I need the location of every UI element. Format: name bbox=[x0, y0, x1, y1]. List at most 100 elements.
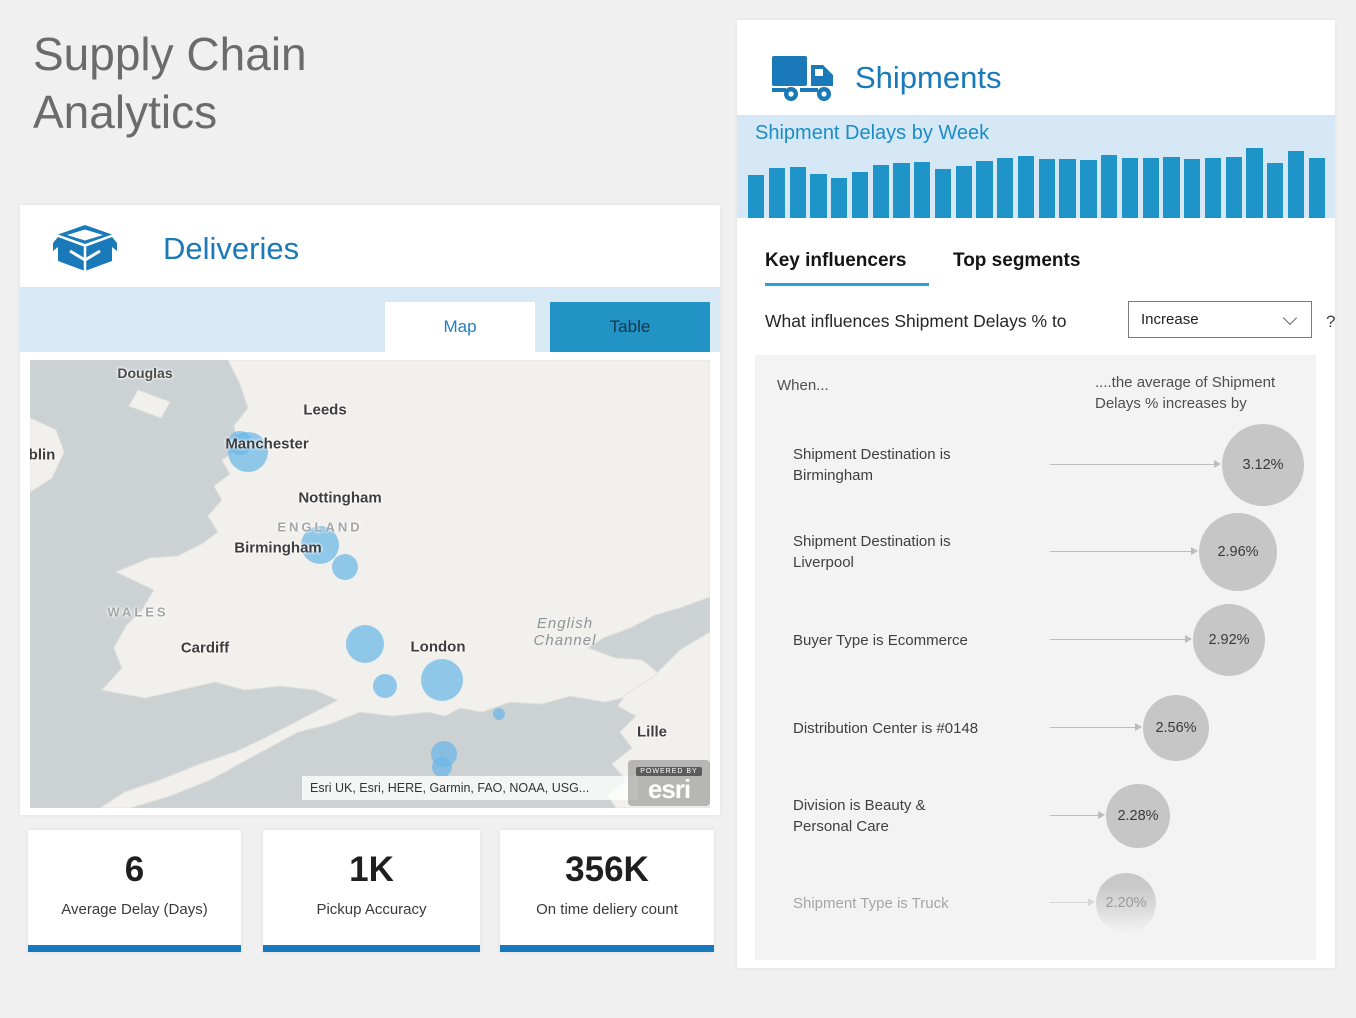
delay-bar[interactable] bbox=[1017, 156, 1035, 218]
delay-bar[interactable] bbox=[914, 162, 931, 218]
page-title: Supply Chain Analytics bbox=[33, 28, 307, 138]
tab-underline bbox=[765, 283, 929, 286]
delay-bar[interactable] bbox=[1308, 158, 1325, 218]
influencer-label: Distribution Center is #0148 bbox=[793, 719, 979, 737]
shipments-card: Shipments Shipment Delays by Week Key in… bbox=[737, 20, 1335, 968]
map-label: blin bbox=[30, 446, 56, 464]
map-bubble[interactable] bbox=[332, 554, 358, 580]
delay-bar[interactable] bbox=[1184, 159, 1201, 218]
help-icon[interactable]: ? bbox=[1326, 312, 1336, 331]
open-box-icon bbox=[53, 225, 117, 286]
influencer-row[interactable]: Shipment Type is Truck 2.20% bbox=[755, 860, 1316, 946]
delay-bar[interactable] bbox=[976, 161, 993, 218]
delay-bar[interactable] bbox=[997, 158, 1014, 218]
delay-bar[interactable] bbox=[1121, 158, 1139, 218]
delay-bar[interactable] bbox=[1225, 157, 1242, 218]
tab-key-influencers[interactable]: Key influencers bbox=[765, 250, 907, 271]
map-button[interactable]: Map bbox=[385, 302, 535, 352]
influencer-row[interactable]: Buyer Type is Ecommerce 2.92% bbox=[755, 597, 1316, 683]
delay-bar[interactable] bbox=[831, 178, 848, 218]
view-toggle: Map Table bbox=[20, 287, 720, 352]
kpi-value: 1K bbox=[349, 850, 394, 889]
kpi-average-delay: 6 Average Delay (Days) bbox=[28, 830, 241, 952]
map-bubble[interactable] bbox=[301, 526, 339, 564]
map-bubble[interactable] bbox=[346, 625, 384, 663]
delay-bar[interactable] bbox=[1267, 163, 1284, 218]
map-bubble[interactable] bbox=[373, 674, 397, 698]
delay-bar[interactable] bbox=[748, 175, 765, 218]
delay-bar[interactable] bbox=[1287, 151, 1305, 218]
influencer-label: Buyer Type is Ecommerce bbox=[793, 631, 968, 649]
influencer-circle[interactable]: 2.96% bbox=[1199, 513, 1277, 591]
kpi-accent-bar bbox=[500, 945, 714, 952]
map-label: London bbox=[410, 638, 466, 656]
delay-bar[interactable] bbox=[1163, 157, 1180, 218]
esri-attribution[interactable]: Esri UK, Esri, HERE, Garmin, FAO, NOAA, … bbox=[302, 776, 638, 800]
delay-bar[interactable] bbox=[1246, 148, 1263, 218]
delay-bar[interactable] bbox=[768, 168, 786, 218]
kpi-label: Average Delay (Days) bbox=[61, 901, 208, 918]
influencer-row[interactable]: Shipment Destination is Birmingham 3.12% bbox=[755, 422, 1316, 508]
influencer-circle[interactable]: 3.12% bbox=[1222, 424, 1304, 506]
map-label: Cardiff bbox=[180, 639, 230, 657]
map-bubble[interactable] bbox=[432, 757, 452, 777]
kpi-accent-bar bbox=[263, 945, 480, 952]
influencer-arrow bbox=[1050, 635, 1192, 643]
shipment-delays-band: Shipment Delays by Week bbox=[737, 115, 1335, 218]
delay-bar[interactable] bbox=[1101, 155, 1118, 218]
influence-dropdown[interactable]: Increase bbox=[1128, 301, 1312, 338]
chevron-down-icon bbox=[1282, 310, 1298, 326]
delay-bar[interactable] bbox=[872, 165, 889, 218]
influencer-row[interactable]: Shipment Destination is Liverpool 2.96% bbox=[755, 509, 1316, 595]
kpi-value: 6 bbox=[124, 850, 145, 889]
influencer-arrow bbox=[1050, 811, 1105, 819]
map-bubble[interactable] bbox=[421, 659, 463, 701]
influencer-circle[interactable]: 2.92% bbox=[1193, 604, 1265, 676]
influencer-circle[interactable]: 2.28% bbox=[1106, 784, 1170, 848]
influencer-circle[interactable]: 2.20% bbox=[1096, 873, 1156, 933]
map-label: ENGLAND bbox=[277, 519, 363, 535]
influencer-circle[interactable]: 2.56% bbox=[1143, 695, 1209, 761]
table-button[interactable]: Table bbox=[550, 302, 710, 352]
delay-bar[interactable] bbox=[893, 163, 910, 218]
deliveries-card: Deliveries Map Table Esri UK, Esri, HERE… bbox=[20, 205, 720, 815]
delay-bar[interactable] bbox=[955, 166, 972, 218]
influencer-row[interactable]: Distribution Center is #0148 2.56% bbox=[755, 685, 1316, 771]
delay-bar[interactable] bbox=[1059, 159, 1076, 218]
map-label: WALES bbox=[107, 604, 169, 620]
delay-bar[interactable] bbox=[789, 167, 806, 218]
kpi-label: Pickup Accuracy bbox=[316, 901, 427, 918]
delay-bar[interactable] bbox=[851, 172, 869, 218]
kpi-ontime-delivery: 356K On time deliery count bbox=[500, 830, 714, 952]
influencers-panel: When... ....the average of Shipment Dela… bbox=[755, 355, 1316, 960]
delay-bar[interactable] bbox=[1080, 160, 1097, 218]
question-text: What influences Shipment Delays % to bbox=[765, 311, 1067, 331]
delay-bar[interactable] bbox=[1142, 158, 1159, 218]
kpi-accent-bar bbox=[28, 945, 241, 952]
delay-bar[interactable] bbox=[934, 169, 952, 218]
kpi-pickup-accuracy: 1K Pickup Accuracy bbox=[263, 830, 480, 952]
influencer-label: Shipment Destination is Liverpool bbox=[793, 533, 951, 571]
kpi-label: On time deliery count bbox=[536, 901, 678, 918]
esri-logo: POWERED BY esri bbox=[628, 760, 710, 806]
map-label: Lille bbox=[636, 723, 668, 741]
map-svg bbox=[30, 360, 710, 808]
influencer-arrow bbox=[1050, 460, 1221, 468]
delivery-map[interactable]: Esri UK, Esri, HERE, Garmin, FAO, NOAA, … bbox=[30, 360, 710, 808]
map-bubble[interactable] bbox=[228, 432, 268, 472]
map-label: Leeds bbox=[303, 401, 347, 419]
delay-bar[interactable] bbox=[1204, 158, 1222, 218]
tab-top-segments[interactable]: Top segments bbox=[953, 250, 1081, 271]
map-label: Birmingham bbox=[234, 539, 322, 557]
delay-bar[interactable] bbox=[810, 174, 827, 218]
shipments-title: Shipments bbox=[855, 60, 1002, 95]
map-label: Douglas bbox=[117, 365, 173, 381]
delay-bar[interactable] bbox=[1038, 159, 1055, 218]
influencer-row[interactable]: Division is Beauty & Personal Care 2.28% bbox=[755, 773, 1316, 859]
influencer-arrow bbox=[1050, 547, 1198, 555]
influencer-arrow bbox=[1050, 898, 1095, 906]
truck-icon bbox=[770, 53, 836, 108]
chart-title: Shipment Delays by Week bbox=[755, 122, 990, 144]
when-header: When... bbox=[777, 377, 829, 394]
map-bubble[interactable] bbox=[493, 708, 505, 720]
